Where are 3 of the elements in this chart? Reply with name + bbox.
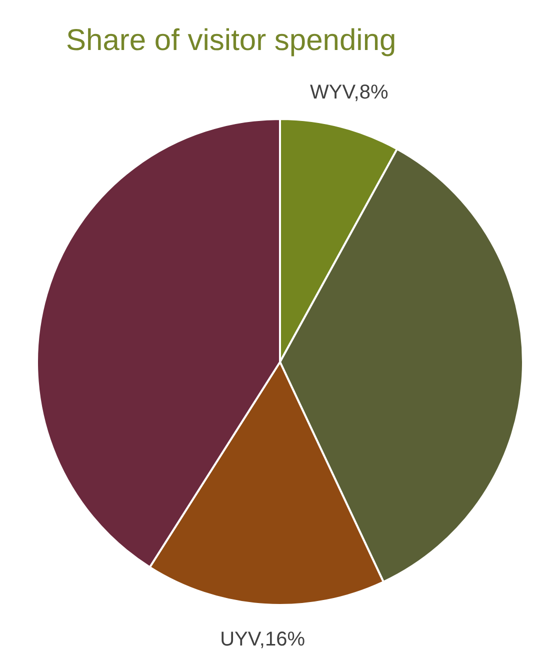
slice-label: WYV,8% (310, 82, 388, 104)
slice-label: UYV,16% (220, 628, 306, 650)
chart-title: Share of visitor spending (66, 24, 396, 57)
